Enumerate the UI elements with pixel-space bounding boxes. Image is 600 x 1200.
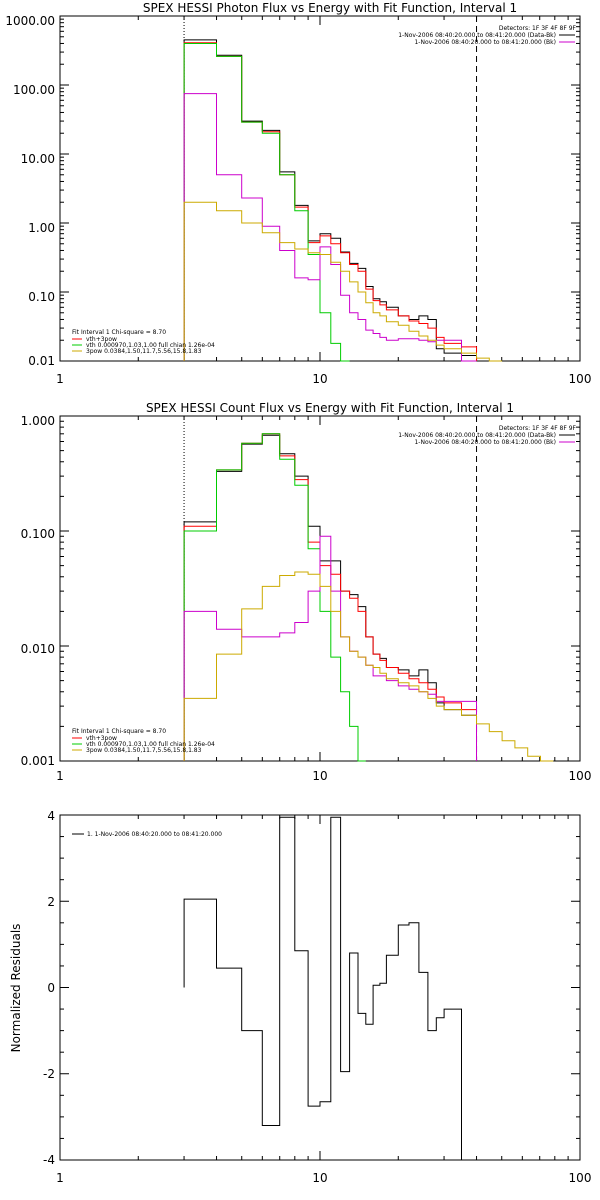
fit-legend-title: Fit Interval 1 Chi-square = 8.70 bbox=[72, 329, 166, 336]
plot-area bbox=[183, 416, 554, 762]
series-line bbox=[183, 434, 477, 761]
plot-area bbox=[183, 16, 503, 362]
photon-flux-chart: SPEX HESSI Photon Flux vs Energy with Fi… bbox=[5, 1, 591, 386]
y-tick-label: -2 bbox=[43, 1067, 55, 1081]
x-tick-label: 10 bbox=[312, 1171, 327, 1185]
fit-legend-title: Fit Interval 1 Chi-square = 8.70 bbox=[72, 728, 166, 735]
legend-entry: 1-Nov-2006 08:40:20.000 to 08:41:20.000 … bbox=[398, 32, 556, 39]
count-flux-chart: SPEX HESSI Count Flux vs Energy with Fit… bbox=[21, 401, 592, 783]
y-tick-label: 1.00 bbox=[28, 221, 55, 235]
y-tick-label: 0.01 bbox=[28, 354, 55, 368]
legend-entry: 1. 1-Nov-2006 08:40:20.000 to 08:41:20.0… bbox=[87, 831, 222, 838]
x-tick-label: 1 bbox=[56, 1171, 64, 1185]
series-line bbox=[183, 93, 477, 362]
x-tick-label: 100 bbox=[569, 372, 592, 386]
y-tick-label: 0.100 bbox=[21, 527, 55, 541]
detectors-label: Detectors: 1F 3F 4F 8F 9F bbox=[499, 425, 577, 432]
y-tick-label: 10.00 bbox=[21, 152, 55, 166]
series-line bbox=[183, 42, 477, 361]
x-tick-label: 100 bbox=[569, 769, 592, 783]
legend-entry: 3pow 0.0384,1.50,11.7,5.56,15.8,1.83 bbox=[86, 747, 202, 754]
y-tick-label: 0 bbox=[47, 981, 55, 995]
series-line bbox=[183, 433, 366, 762]
legend-entry: vth+3pow bbox=[86, 336, 117, 343]
axes bbox=[59, 15, 580, 362]
legend-entry: 1-Nov-2006 08:40:20.000 to 08:41:20.000 … bbox=[414, 439, 556, 446]
x-tick-label: 1 bbox=[56, 372, 64, 386]
y-tick-label: -4 bbox=[43, 1153, 55, 1167]
y-tick-label: 100.00 bbox=[13, 83, 55, 97]
legend-entry: vth 0.000970,1.03,1.00 full chian 1.26e-… bbox=[86, 342, 215, 349]
legend-entry: 3pow 0.0384,1.50,11.7,5.56,15.8,1.83 bbox=[86, 348, 202, 355]
y-tick-label: 2 bbox=[47, 895, 55, 909]
y-tick-label: 1000.00 bbox=[5, 14, 55, 28]
y-tick-label: 0.010 bbox=[21, 642, 55, 656]
y-tick-label: 0.10 bbox=[28, 290, 55, 304]
chart-title: SPEX HESSI Count Flux vs Energy with Fit… bbox=[146, 401, 514, 415]
legend-entry: 1-Nov-2006 08:40:20.000 to 08:41:20.000 … bbox=[414, 39, 556, 46]
x-tick-label: 1 bbox=[56, 769, 64, 783]
chart-title: SPEX HESSI Photon Flux vs Energy with Fi… bbox=[143, 1, 517, 15]
series-line bbox=[183, 201, 503, 362]
x-tick-label: 10 bbox=[312, 769, 327, 783]
y-axis-label: Normalized Residuals bbox=[9, 924, 23, 1053]
y-tick-label: 0.001 bbox=[21, 754, 55, 768]
x-tick-label: 100 bbox=[569, 1171, 592, 1185]
x-tick-label: 10 bbox=[312, 372, 327, 386]
legend-entry: vth 0.000970,1.03,1.00 full chian 1.26e-… bbox=[86, 741, 215, 748]
y-tick-label: 4 bbox=[47, 809, 55, 823]
axes bbox=[59, 814, 580, 1161]
series-line bbox=[183, 571, 554, 762]
legend-entry: 1-Nov-2006 08:40:20.000 to 08:41:20.000 … bbox=[398, 432, 556, 439]
detectors-label: Detectors: 1F 3F 4F 8F 9F bbox=[499, 25, 577, 32]
series-line bbox=[183, 43, 350, 362]
legend-entry: vth+3pow bbox=[86, 735, 117, 742]
y-tick-label: 1.000 bbox=[21, 414, 55, 428]
residuals-chart: Normalized Residuals 1 10 100 -4 -2 0 2 … bbox=[9, 809, 591, 1185]
axes bbox=[59, 415, 580, 762]
series-line bbox=[183, 39, 477, 361]
series-line bbox=[183, 816, 477, 1161]
plot-area bbox=[183, 816, 477, 1161]
